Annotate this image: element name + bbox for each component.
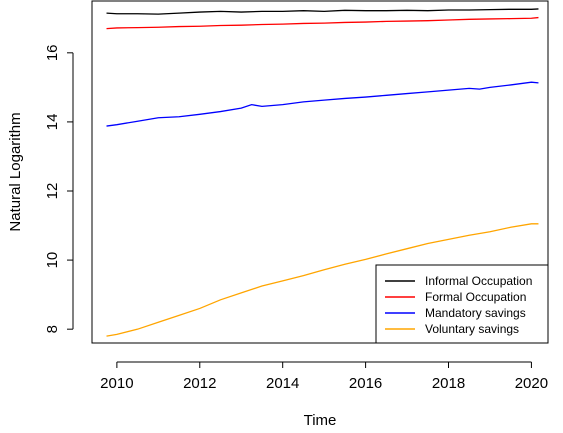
legend-label-informal: Informal Occupation bbox=[425, 274, 532, 288]
x-tick-label: 2010 bbox=[100, 375, 133, 392]
x-tick-label: 2016 bbox=[349, 375, 382, 392]
series-line-formal-occupation bbox=[106, 16, 539, 30]
x-tick-label: 2012 bbox=[183, 375, 216, 392]
series-line-voluntary-savings bbox=[106, 223, 539, 337]
y-tick-label: 16 bbox=[44, 44, 61, 61]
x-tick-label: 2020 bbox=[515, 375, 548, 392]
legend-label-formal: Formal Occupation bbox=[425, 290, 526, 304]
legend-box bbox=[375, 264, 549, 344]
legend: Informal Occupation Formal Occupation Ma… bbox=[375, 264, 549, 344]
series-line-informal-occupation bbox=[106, 8, 539, 15]
x-tick-label: 2014 bbox=[266, 375, 299, 392]
series-line-mandatory-savings bbox=[106, 81, 539, 127]
legend-label-mandatory: Mandatory savings bbox=[425, 306, 526, 320]
y-tick-label: 14 bbox=[44, 114, 61, 131]
y-tick-label: 8 bbox=[44, 325, 61, 333]
y-tick-label: 12 bbox=[44, 183, 61, 200]
y-axis-title: Natural Logarithm bbox=[7, 112, 24, 231]
x-axis-title: Time bbox=[304, 412, 337, 429]
axes-layer: 2010 2012 2014 2016 2018 2020 8 10 12 14 16 bbox=[44, 44, 548, 392]
legend-label-voluntary: Voluntary savings bbox=[425, 322, 519, 336]
x-tick-label: 2018 bbox=[432, 375, 465, 392]
y-tick-label: 10 bbox=[44, 252, 61, 269]
plot-frame bbox=[91, 0, 549, 344]
series-layer bbox=[106, 8, 539, 337]
